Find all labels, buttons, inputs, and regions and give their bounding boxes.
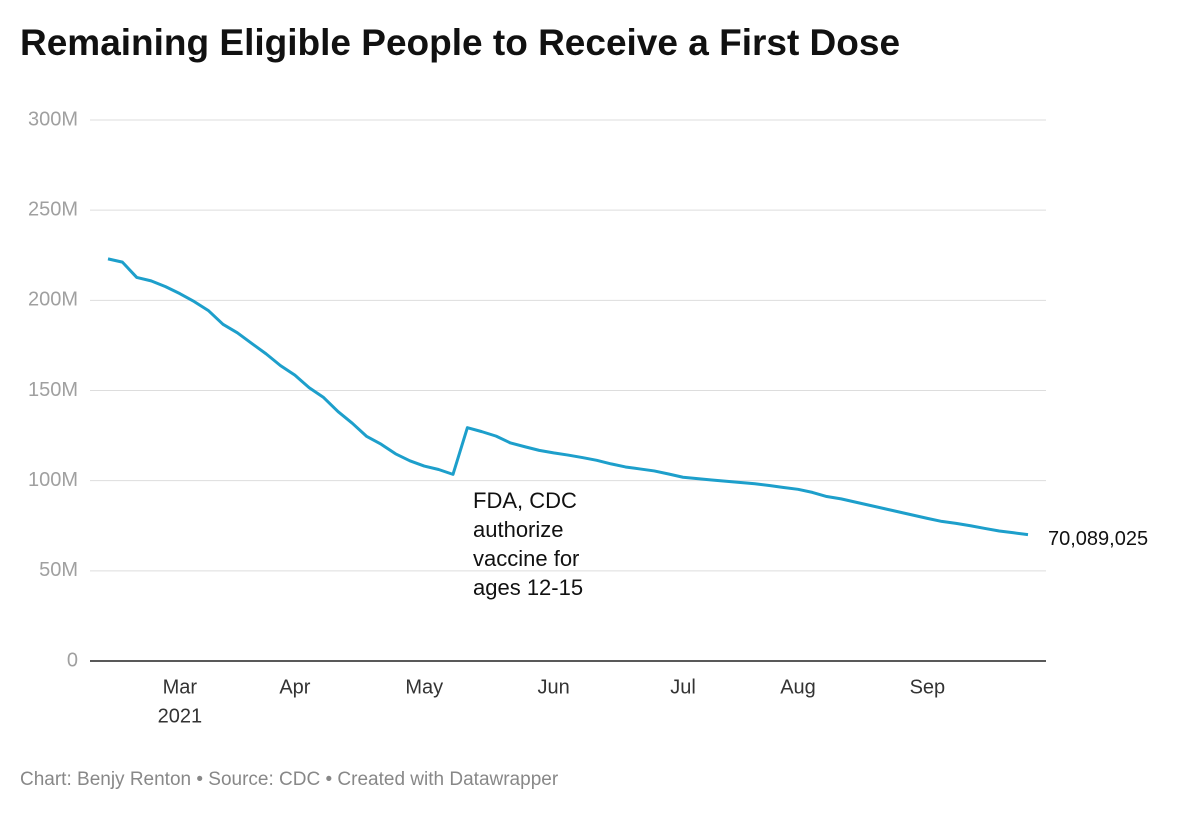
x-tick-label: Mar xyxy=(163,676,198,698)
x-tick-label: Jun xyxy=(538,676,570,698)
y-tick-label: 250M xyxy=(28,198,78,220)
y-tick-label: 0 xyxy=(67,649,78,671)
x-tick-label: Aug xyxy=(780,676,816,698)
annotation: vaccine for xyxy=(473,546,579,571)
x-tick-label: Apr xyxy=(279,676,310,698)
x-tick-label: Sep xyxy=(910,676,946,698)
x-tick-label: Jul xyxy=(670,676,696,698)
y-tick-label: 200M xyxy=(28,289,78,311)
y-tick-label: 150M xyxy=(28,379,78,401)
footer: Chart: Benjy Renton • Source: CDC • Crea… xyxy=(20,769,559,790)
data-line xyxy=(107,257,1029,537)
y-tick-label: 300M xyxy=(28,108,78,130)
y-tick-label: 50M xyxy=(39,559,78,581)
end-label: 70,089,025 xyxy=(1048,528,1148,550)
chart-title: Remaining Eligible People to Receive a F… xyxy=(20,22,900,63)
annotation: FDA, CDC xyxy=(473,488,577,513)
annotation: authorize xyxy=(473,517,564,542)
x-tick-label: May xyxy=(405,676,443,698)
y-tick-label: 100M xyxy=(28,469,78,491)
annotation: ages 12-15 xyxy=(473,575,583,600)
x-year-label: 2021 xyxy=(158,705,203,727)
